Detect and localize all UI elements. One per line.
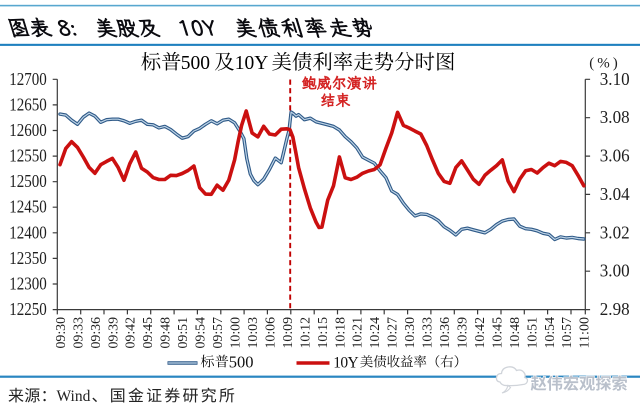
svg-text:3.10: 3.10 (600, 69, 630, 89)
svg-text:10:21: 10:21 (351, 317, 366, 349)
svg-text:10:54: 10:54 (543, 317, 558, 349)
svg-text:10:33: 10:33 (421, 317, 436, 349)
svg-text:12300: 12300 (9, 274, 47, 294)
svg-text:10:18: 10:18 (333, 317, 348, 349)
svg-text:10:48: 10:48 (508, 317, 523, 349)
svg-text:10:39: 10:39 (456, 317, 471, 349)
svg-text:2.98: 2.98 (600, 299, 630, 319)
svg-text:09:39: 09:39 (106, 317, 121, 349)
svg-text:12250: 12250 (9, 299, 47, 319)
svg-text:500: 500 (229, 352, 254, 371)
svg-text:10Y: 10Y (333, 354, 358, 371)
svg-text:09:36: 09:36 (89, 317, 104, 349)
svg-text:10:42: 10:42 (473, 317, 488, 349)
svg-text:10:36: 10:36 (438, 317, 453, 349)
svg-text:10:57: 10:57 (560, 317, 575, 349)
svg-text:09:42: 09:42 (124, 317, 139, 349)
svg-text:10Y: 10Y (235, 53, 269, 74)
svg-text:11:00: 11:00 (578, 317, 593, 349)
svg-text:09:57: 09:57 (211, 317, 226, 349)
svg-text:10:06: 10:06 (263, 317, 278, 349)
svg-text:10:24: 10:24 (368, 317, 383, 349)
svg-text:12500: 12500 (9, 171, 47, 191)
svg-text:09:30: 09:30 (54, 317, 69, 349)
svg-text:3.02: 3.02 (600, 222, 630, 242)
svg-text:10:45: 10:45 (490, 317, 505, 349)
svg-text:3.00: 3.00 (600, 261, 630, 281)
svg-text:09:51: 09:51 (176, 317, 191, 349)
svg-text:500: 500 (181, 53, 210, 74)
svg-text:10:12: 10:12 (298, 317, 313, 349)
svg-text:12450: 12450 (9, 197, 47, 217)
svg-text:10:15: 10:15 (316, 317, 331, 349)
svg-text:12650: 12650 (9, 94, 47, 114)
svg-text:09:45: 09:45 (141, 317, 156, 349)
svg-text:12350: 12350 (9, 248, 47, 268)
svg-text:09:33: 09:33 (71, 317, 86, 349)
svg-text:Wind: Wind (57, 388, 91, 405)
svg-text:3.08: 3.08 (600, 107, 630, 127)
svg-text:10:00: 10:00 (229, 317, 244, 349)
svg-text:10:03: 10:03 (246, 317, 261, 349)
svg-text:09:48: 09:48 (159, 317, 174, 349)
svg-text:12700: 12700 (9, 69, 47, 89)
svg-text:12550: 12550 (9, 146, 47, 166)
svg-text:3.04: 3.04 (600, 184, 630, 204)
svg-text:3.06: 3.06 (600, 146, 630, 166)
svg-text:10:09: 10:09 (281, 317, 296, 349)
svg-text:10:27: 10:27 (386, 317, 401, 349)
svg-text:(%): (%) (589, 56, 621, 72)
svg-text:10:30: 10:30 (403, 317, 418, 349)
svg-text:09:54: 09:54 (194, 317, 209, 349)
svg-text:12600: 12600 (9, 120, 47, 140)
svg-text:10:51: 10:51 (525, 317, 540, 349)
svg-text:12400: 12400 (9, 222, 47, 242)
